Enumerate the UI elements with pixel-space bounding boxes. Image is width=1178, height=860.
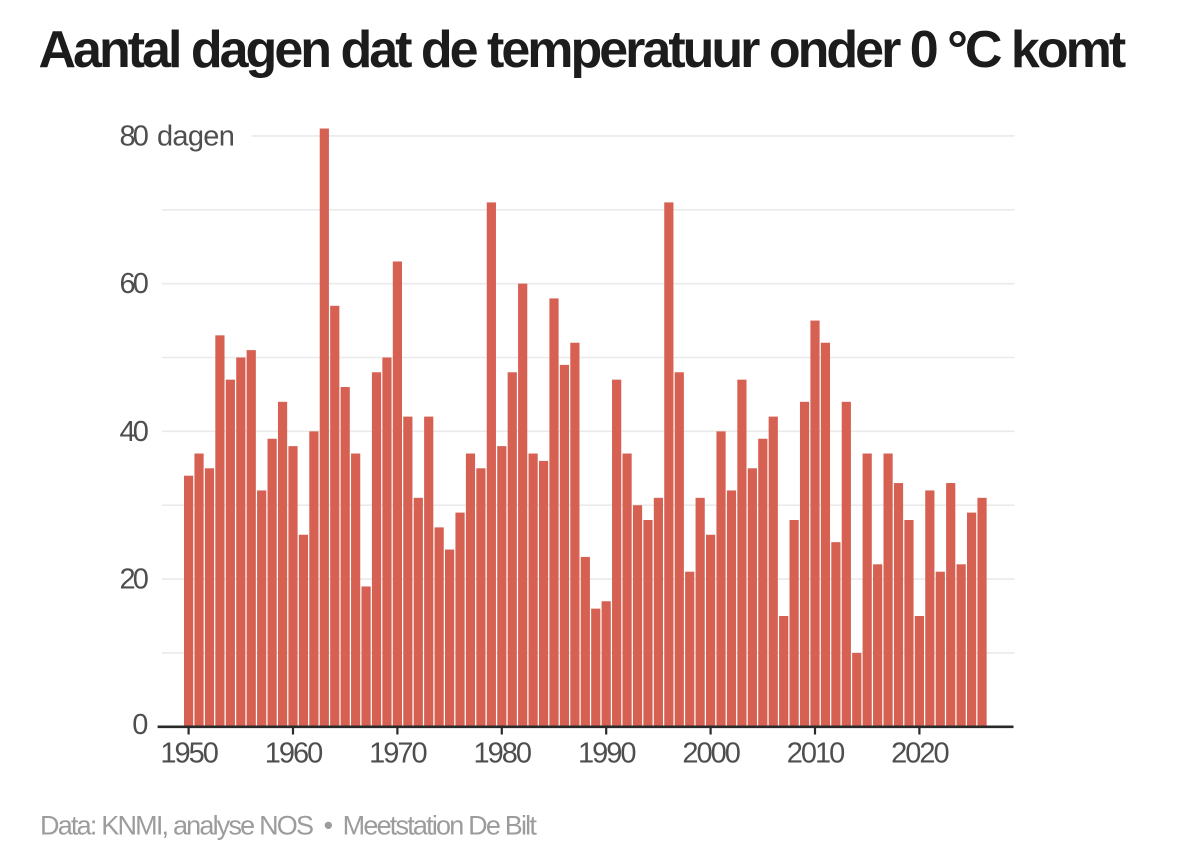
svg-text:40: 40 [120,416,148,448]
svg-text:Data: KNMI, analyse NOS • Me: Data: KNMI, analyse NOS • Meetstation De… [40,811,537,841]
svg-text:2000: 2000 [682,738,739,770]
svg-text:1990: 1990 [578,738,635,770]
svg-text:20: 20 [120,564,148,596]
svg-text:1980: 1980 [474,738,531,770]
svg-text:0: 0 [132,709,147,741]
svg-text:dagen: dagen [157,120,234,152]
svg-text:80: 80 [120,120,148,152]
svg-text:2010: 2010 [787,738,844,770]
svg-text:1950: 1950 [160,738,217,770]
svg-text:1960: 1960 [265,738,322,770]
svg-text:Aantal dagen dat de temperatuu: Aantal dagen dat de temperatuur onder 0 … [39,21,1126,79]
svg-text:1970: 1970 [369,738,426,770]
svg-text:60: 60 [120,268,148,300]
svg-text:2020: 2020 [891,738,948,770]
